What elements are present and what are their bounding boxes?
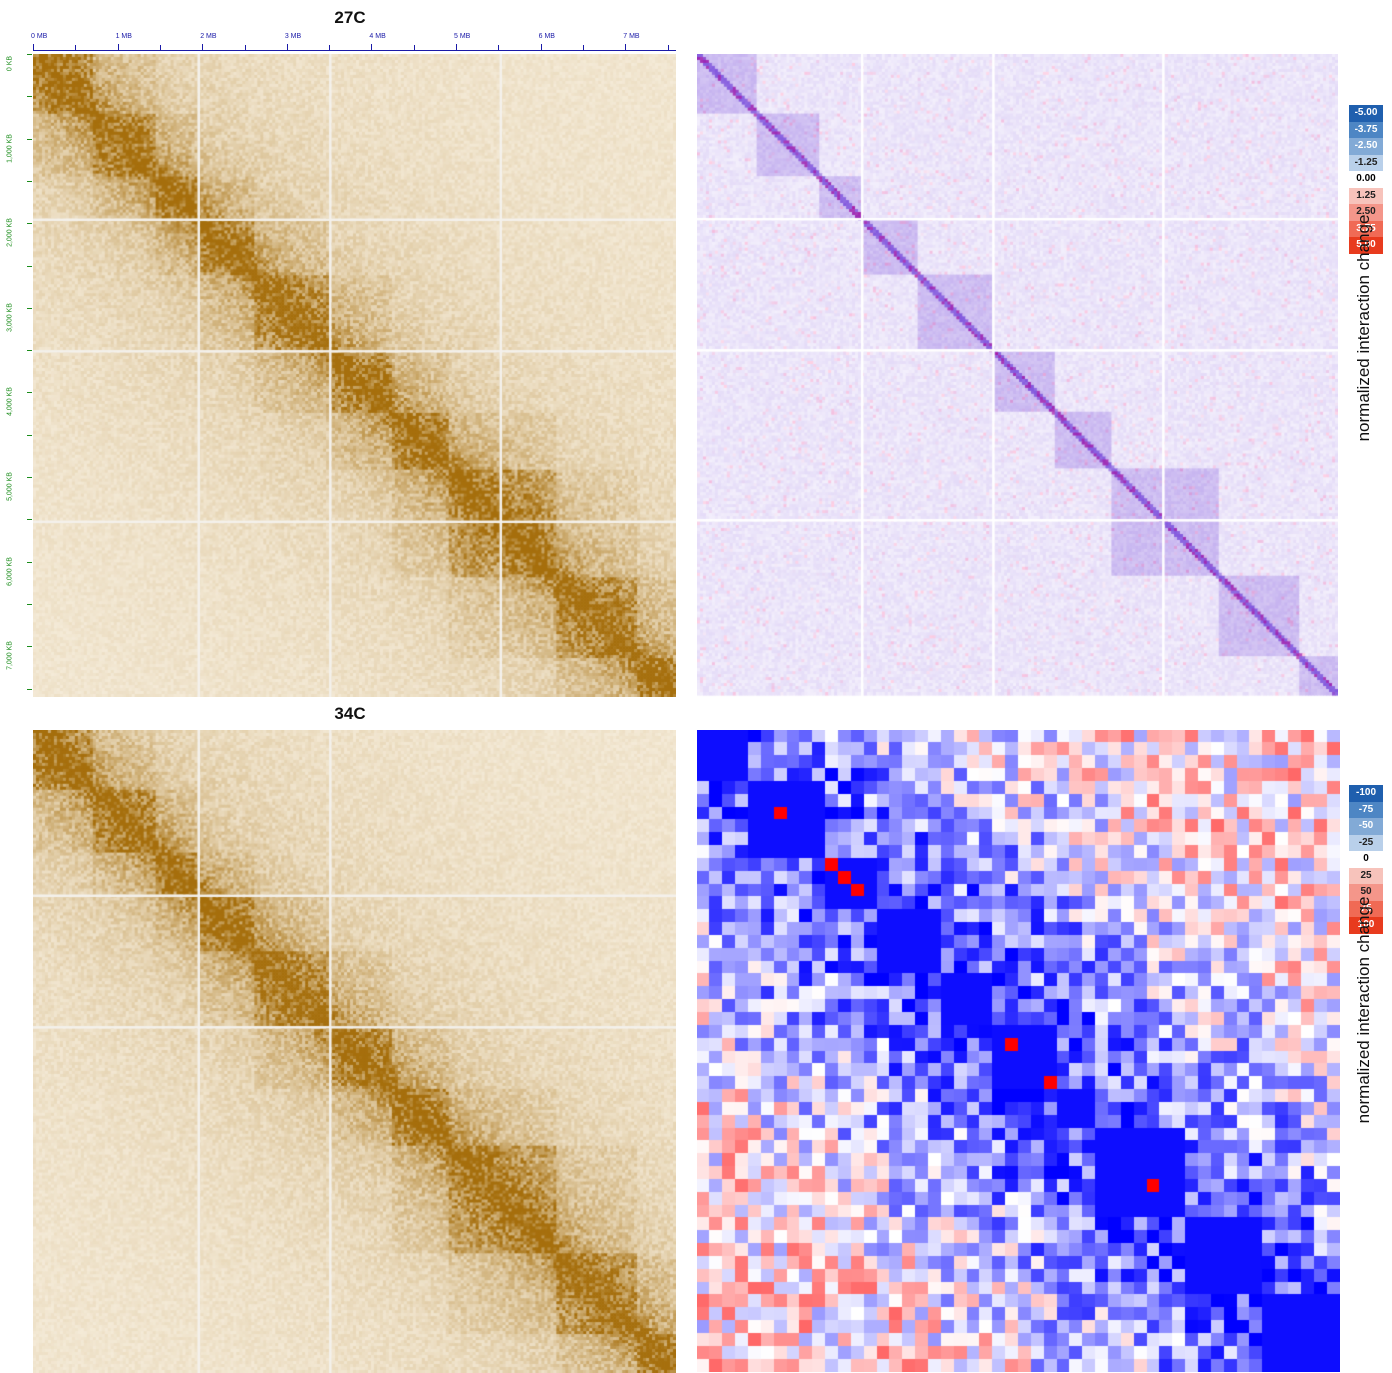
heatmap-difference-fine xyxy=(697,54,1338,697)
x-tick-label: 5 MB xyxy=(454,33,471,40)
legend-entry: 0 xyxy=(1349,851,1383,868)
legend-entry: -1.25 xyxy=(1349,154,1383,171)
x-tick-mark xyxy=(456,44,458,50)
x-minor-tick xyxy=(159,45,161,50)
panel-title-34c: 34C xyxy=(334,704,366,723)
y-axis-ticks: 0 KB 1,000 KB 2,000 KB 3,000 KB 4,000 KB 5,00… xyxy=(0,54,33,697)
y-tick-mark xyxy=(27,180,32,182)
y-tick-mark xyxy=(27,223,32,225)
heatmap-difference-coarse xyxy=(697,730,1340,1372)
y-tick-mark xyxy=(27,646,32,648)
y-tick-label: 7,000 KB xyxy=(6,641,14,671)
x-minor-tick xyxy=(329,45,331,50)
legend-entry: 25 xyxy=(1349,867,1383,884)
x-minor-tick xyxy=(667,45,669,50)
x-tick-mark xyxy=(371,44,373,50)
heatmap-34c xyxy=(33,730,676,1373)
x-tick-label: 0 MB xyxy=(31,33,48,40)
x-tick-label: 6 MB xyxy=(538,33,555,40)
y-tick-label: 1,000 KB xyxy=(6,133,14,163)
x-tick-mark xyxy=(286,44,288,50)
y-tick-label: 6,000 KB xyxy=(6,556,14,586)
y-tick-label: 2,000 KB xyxy=(6,218,14,248)
y-tick-mark xyxy=(27,265,32,267)
x-tick-mark xyxy=(33,44,34,50)
y-tick-label: 5,000 KB xyxy=(6,472,14,501)
y-tick-mark xyxy=(27,96,32,98)
legend-entry: 2.50 xyxy=(1349,204,1383,221)
legend-entry: 100 xyxy=(1349,917,1383,934)
x-tick-mark xyxy=(202,44,204,50)
legend-entry: -75 xyxy=(1349,801,1383,818)
panel-title-27c: 27C xyxy=(334,8,366,27)
legend-entry: -2.50 xyxy=(1349,138,1383,155)
legend-entry: 50 xyxy=(1349,884,1383,901)
y-tick-label: 4,000 KB xyxy=(6,387,14,417)
legend-entry: 1.25 xyxy=(1349,187,1383,204)
colorbar-legend-top: -5.00 -3.75 -2.50 -1.25 0.00 1.25 2.50 3.75 5.00 xyxy=(1349,105,1383,254)
heatmap-27c xyxy=(33,54,676,697)
x-tick-label: 1 MB xyxy=(115,33,132,40)
legend-entry: 0.00 xyxy=(1349,171,1383,188)
y-tick-mark xyxy=(27,477,32,479)
y-tick-label: 0 KB xyxy=(6,55,14,72)
x-tick-label: 2 MB xyxy=(200,33,217,40)
y-tick-label: 3,000 KB xyxy=(6,302,14,332)
legend-entry: -100 xyxy=(1349,785,1383,802)
y-tick-mark xyxy=(27,688,32,690)
legend-entry: 5.00 xyxy=(1349,237,1383,254)
colorbar-label-top: normalized interaction change xyxy=(1354,214,1373,442)
y-tick-mark xyxy=(27,392,32,394)
legend-entry: -50 xyxy=(1349,818,1383,835)
x-tick-mark xyxy=(117,44,119,50)
x-minor-tick xyxy=(498,45,500,50)
y-tick-mark xyxy=(27,350,32,352)
x-minor-tick xyxy=(582,45,584,50)
x-tick-label: 4 MB xyxy=(369,33,386,40)
legend-entry: 3.75 xyxy=(1349,220,1383,237)
y-tick-mark xyxy=(27,603,32,605)
x-minor-tick xyxy=(413,45,415,50)
colorbar-legend-bottom: -100 -75 -50 -25 0 25 50 75 100 xyxy=(1349,785,1383,934)
x-tick-label: 3 MB xyxy=(284,33,302,40)
y-tick-mark xyxy=(27,307,32,309)
legend-entry: -25 xyxy=(1349,834,1383,851)
x-minor-tick xyxy=(244,45,246,50)
legend-entry: 75 xyxy=(1349,900,1383,917)
x-axis-ticks: 0 MB 1 MB 2 MB 3 MB 4 MB 5 MB 6 MB 7 MB xyxy=(31,30,676,52)
x-tick-label: 7 MB xyxy=(623,33,640,40)
x-minor-tick xyxy=(75,45,77,50)
x-tick-mark xyxy=(540,44,542,50)
y-tick-mark xyxy=(27,138,32,140)
x-axis-line xyxy=(33,50,676,51)
y-tick-mark xyxy=(27,434,32,436)
colorbar-label-bottom: normalized interaction change xyxy=(1354,896,1373,1124)
legend-entry: -3.75 xyxy=(1349,121,1383,138)
x-tick-mark xyxy=(625,44,627,50)
y-tick-mark xyxy=(27,519,32,521)
legend-entry: -5.00 xyxy=(1349,105,1383,122)
y-tick-mark xyxy=(27,561,32,563)
y-tick-mark xyxy=(27,54,32,55)
